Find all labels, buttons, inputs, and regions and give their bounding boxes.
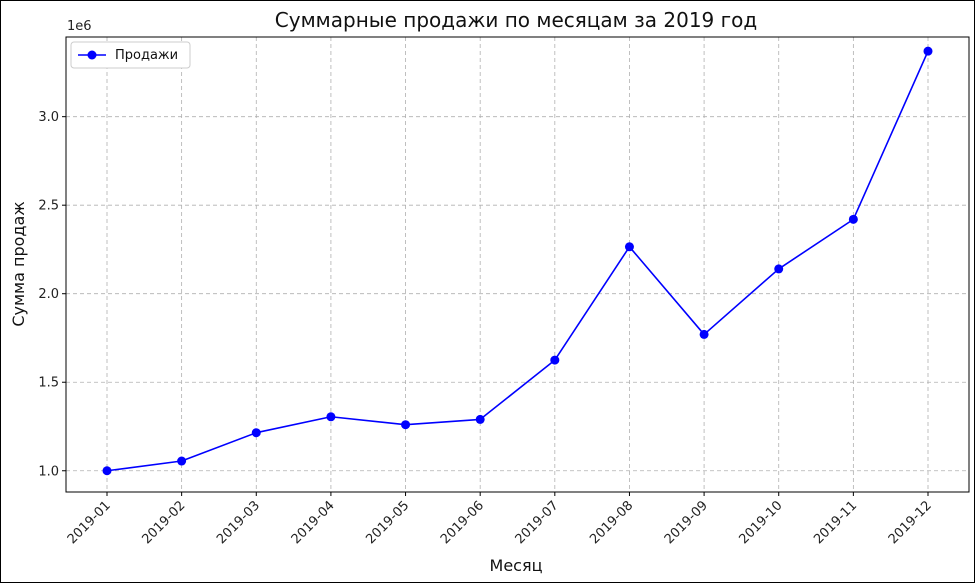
y-axis-offset-label: 1e6 [67, 19, 92, 34]
data-point [326, 412, 336, 422]
plot-area-frame [65, 36, 970, 493]
legend-marker-sample [87, 50, 97, 60]
legend: Продажи [70, 41, 191, 69]
y-tick-label: 2.5 [38, 199, 59, 214]
series-line [106, 50, 929, 472]
legend-label: Продажи [115, 48, 178, 63]
x-axis-title: Месяц [490, 556, 543, 575]
data-point [102, 466, 112, 476]
y-tick-label: 3.0 [38, 110, 59, 125]
chart-title: Суммарные продажи по месяцам за 2019 год [275, 8, 757, 32]
y-axis: 1.0 1.5 2.0 2.5 3.0 [38, 110, 66, 479]
data-point [177, 456, 187, 466]
data-point [251, 428, 261, 438]
y-axis-title: Сумма продаж [9, 201, 28, 326]
series-layer [102, 46, 933, 476]
data-point [624, 242, 634, 252]
data-point [699, 329, 709, 339]
data-point [848, 214, 858, 224]
y-tick-label: 2.0 [38, 287, 59, 302]
data-point [923, 46, 933, 56]
y-tick-label: 1.5 [38, 376, 59, 391]
legend-box [70, 41, 191, 69]
data-point [550, 355, 560, 365]
data-point [401, 420, 411, 430]
data-point [774, 264, 784, 274]
y-tick-label: 1.0 [38, 464, 59, 479]
data-point [475, 414, 485, 424]
